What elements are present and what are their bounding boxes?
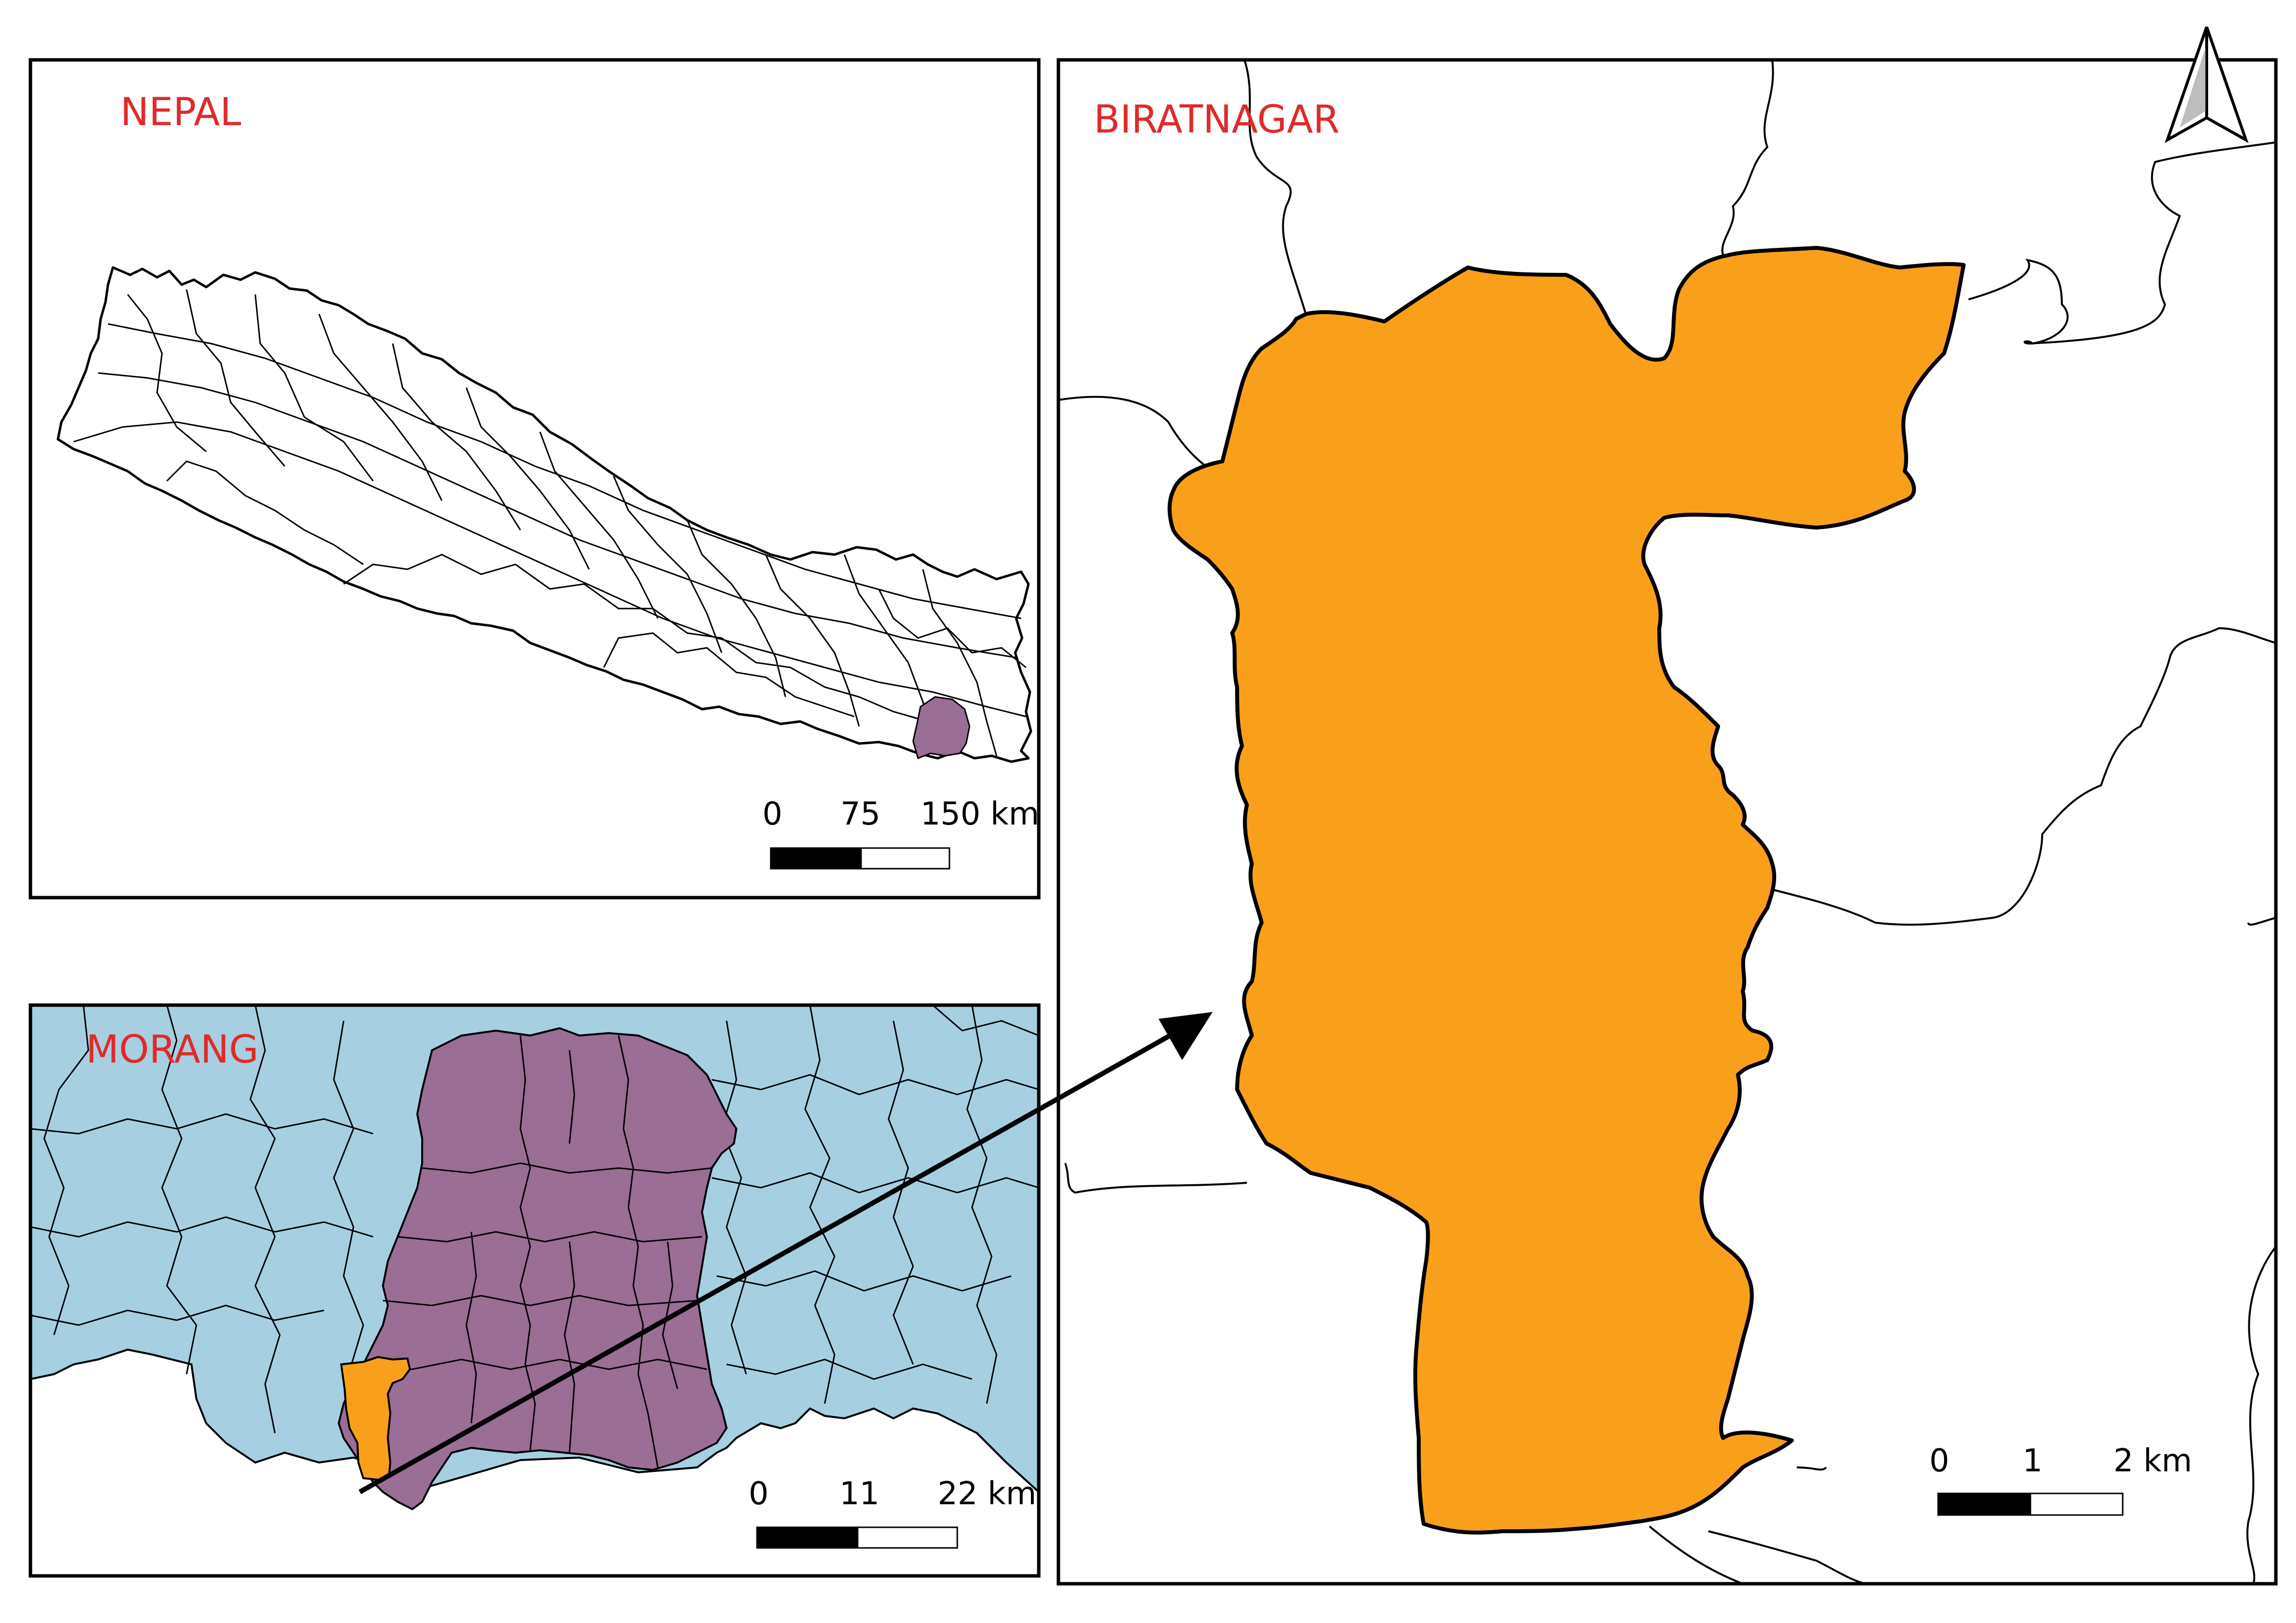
morang-scale-label-1: 11 bbox=[839, 1476, 879, 1512]
nepal-panel: NEPAL 0 bbox=[28, 58, 1041, 900]
biratnagar-city-area bbox=[1167, 246, 1966, 1535]
biratnagar-in-morang bbox=[340, 1356, 411, 1481]
nepal-scale-label-2: 150 km bbox=[920, 796, 1039, 832]
morang-panel: MORANG 0 11 22 km bbox=[28, 1003, 1041, 1578]
biratnagar-title: BIRATNAGAR bbox=[1094, 98, 1340, 142]
biratnagar-panel: BIRATNAGAR 0 1 2 km bbox=[1056, 58, 2278, 1586]
north-arrow-icon bbox=[2164, 27, 2249, 143]
morang-district bbox=[337, 1027, 738, 1511]
connector-arrow bbox=[358, 1012, 1213, 1494]
nepal-title: NEPAL bbox=[120, 90, 242, 134]
biratnagar-surrounding-boundaries bbox=[1058, 60, 2276, 1584]
biratnagar-scale-label-0: 0 bbox=[1929, 1443, 1949, 1479]
morang-surrounding-boundaries bbox=[30, 1005, 1039, 1434]
morang-scale-bar: 0 11 22 km bbox=[749, 1476, 1036, 1549]
nepal-country-outline bbox=[56, 266, 1032, 763]
biratnagar-scale-bar: 0 1 2 km bbox=[1929, 1443, 2192, 1516]
morang-scale-label-0: 0 bbox=[749, 1476, 769, 1512]
biratnagar-scale-label-1: 1 bbox=[2023, 1443, 2043, 1479]
nepal-municipality-boundaries bbox=[73, 289, 1026, 756]
morang-scale-label-2: 22 km bbox=[938, 1476, 1036, 1512]
biratnagar-scale-label-2: 2 km bbox=[2113, 1443, 2192, 1479]
nepal-scale-bar: 0 75 150 km bbox=[762, 796, 1039, 870]
nepal-scale-label-0: 0 bbox=[762, 796, 783, 832]
morang-municipality-boundaries bbox=[363, 1035, 712, 1468]
morang-district-highlight bbox=[912, 696, 971, 760]
nepal-scale-label-1: 75 bbox=[840, 796, 880, 832]
morang-title: MORANG bbox=[86, 1028, 259, 1072]
